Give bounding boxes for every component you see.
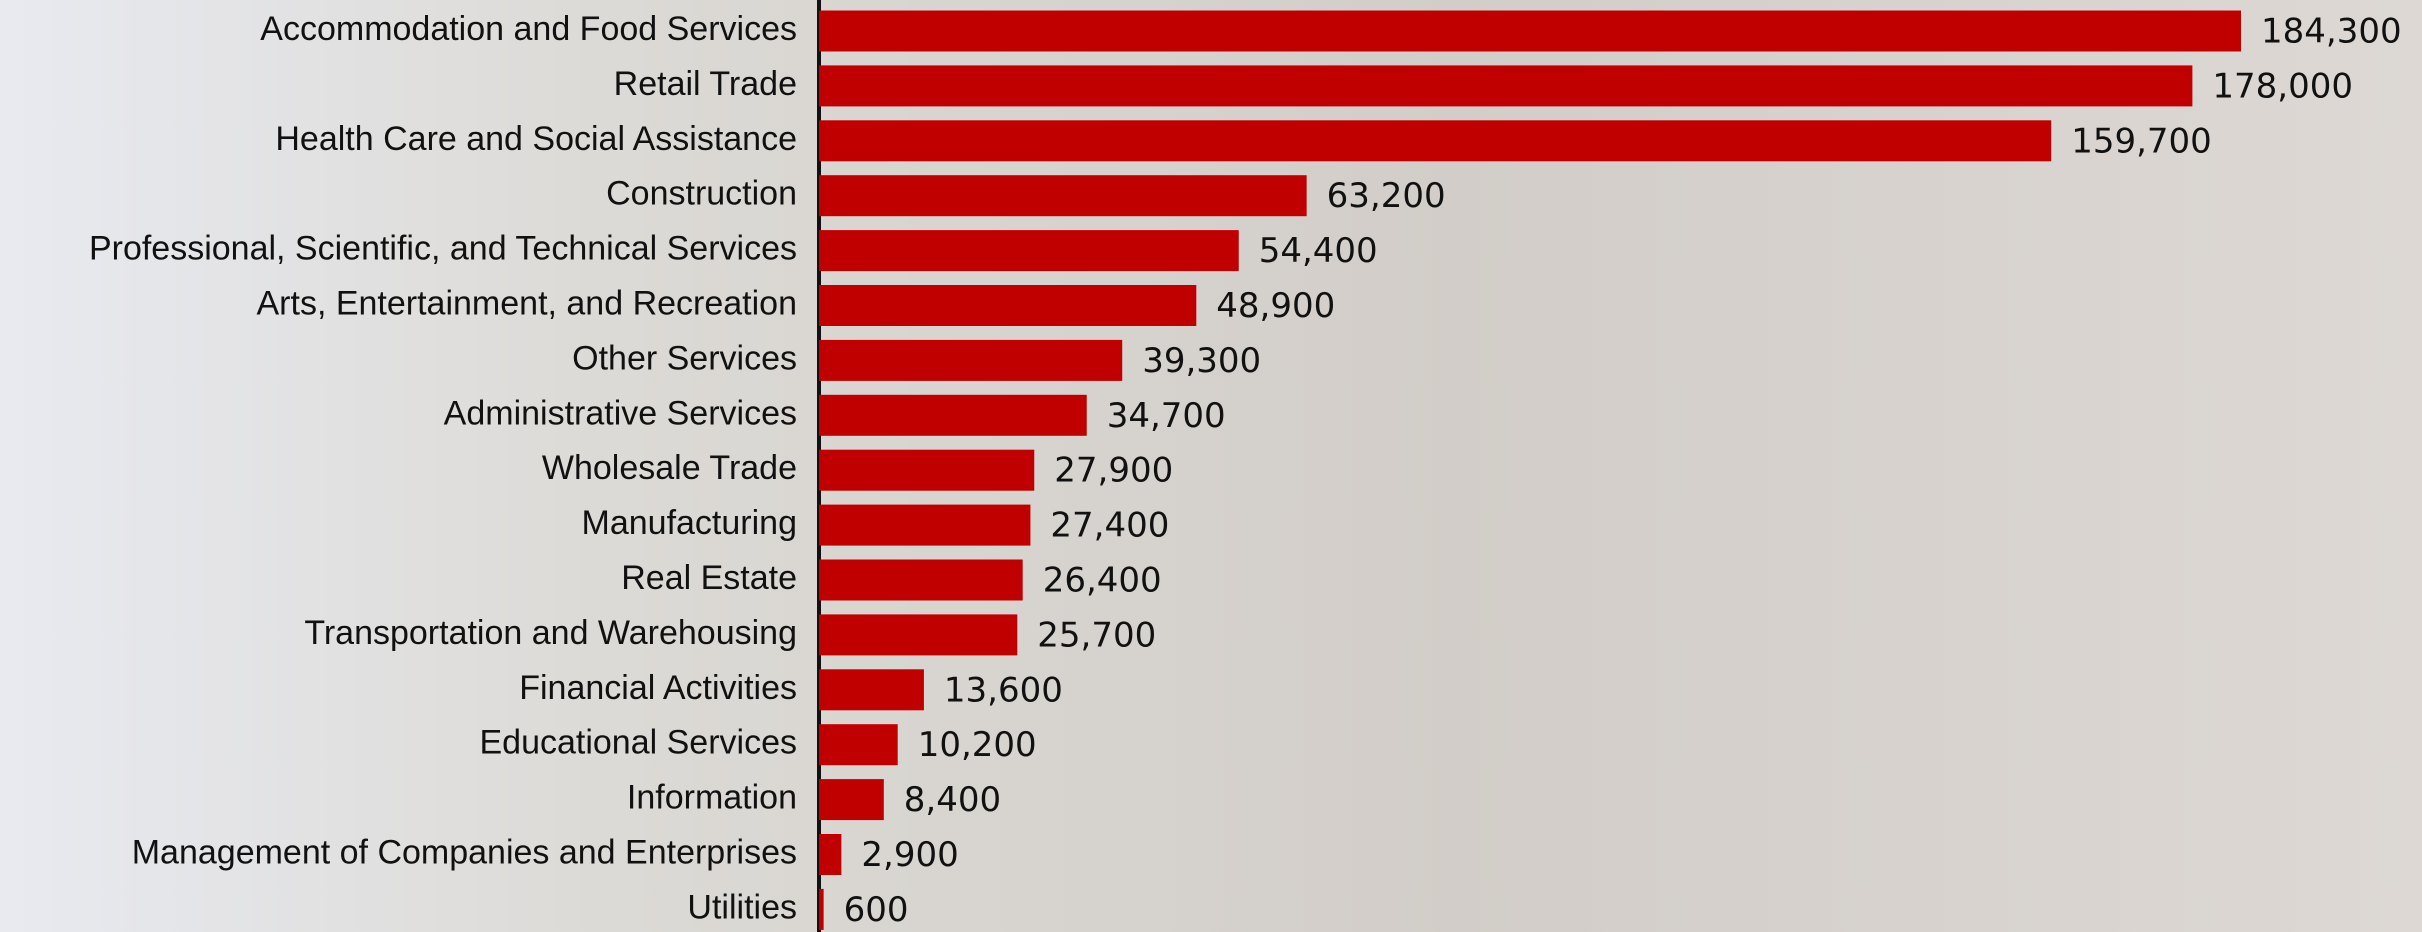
value-label: 25,700 [1037,615,1156,655]
bar [819,11,2241,52]
bar [819,834,841,875]
category-label: Accommodation and Food Services [260,10,797,48]
category-label: Wholesale Trade [542,449,797,487]
value-label: 184,300 [2261,12,2402,52]
category-label: Manufacturing [582,504,797,542]
value-label: 39,300 [1142,341,1261,381]
category-label: Professional, Scientific, and Technical … [89,230,797,268]
chart: Accommodation and Food Services 184,300 Re… [0,0,2422,932]
value-label: 600 [844,890,909,930]
bar [819,340,1122,381]
value-label: 48,900 [1216,286,1335,326]
value-label: 10,200 [918,725,1037,765]
bar [819,560,1023,601]
category-label: Arts, Entertainment, and Recreation [257,284,798,322]
value-label: 63,200 [1327,176,1446,216]
category-label: Administrative Services [444,394,797,432]
value-label: 27,900 [1054,451,1173,491]
bar [819,779,884,820]
value-label: 27,400 [1050,506,1169,546]
category-label: Retail Trade [614,65,797,103]
bar [819,175,1307,216]
category-label: Information [627,779,797,817]
value-label: 13,600 [944,670,1063,710]
value-label: 2,900 [861,835,958,875]
value-label: 54,400 [1259,231,1378,271]
bar [819,669,924,710]
bar [819,889,824,930]
bar [819,65,2192,106]
category-label: Real Estate [621,559,797,597]
value-label: 34,700 [1107,396,1226,436]
category-label: Transportation and Warehousing [304,614,797,652]
category-label: Construction [606,175,797,213]
bar [819,395,1087,436]
category-label: Financial Activities [519,669,797,707]
category-label: Other Services [572,339,797,377]
value-label: 178,000 [2212,66,2353,106]
category-label: Health Care and Social Assistance [275,120,797,158]
category-label: Educational Services [479,724,797,762]
bar [819,285,1196,326]
value-label: 8,400 [904,780,1001,820]
value-label: 26,400 [1043,561,1162,601]
category-label: Utilities [687,888,797,926]
value-label: 159,700 [2071,121,2212,161]
category-label: Management of Companies and Enterprises [132,833,797,871]
bar [819,724,898,765]
bar [819,450,1034,491]
bar [819,614,1017,655]
bar [819,505,1030,546]
bar [819,230,1239,271]
bar [819,120,2051,161]
